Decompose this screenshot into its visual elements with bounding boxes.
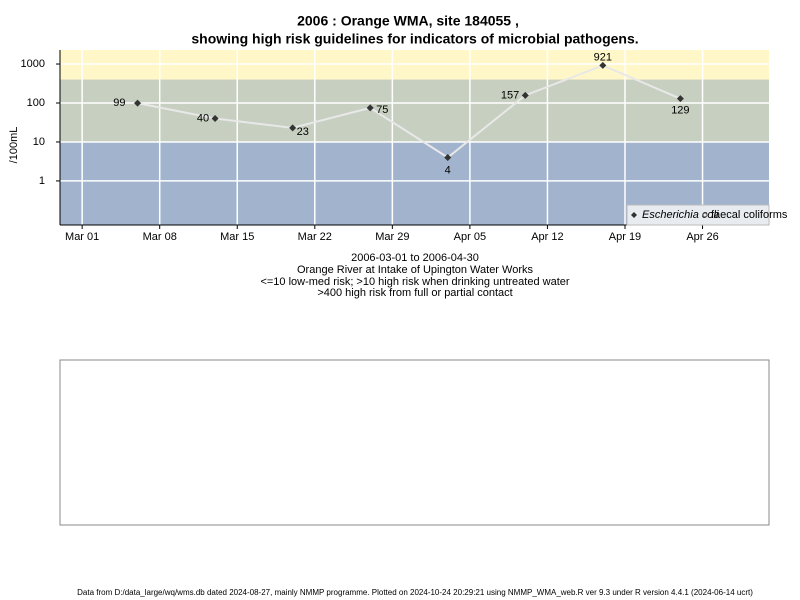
x-tick-label: Apr 26	[686, 231, 718, 243]
x-tick-label: Apr 05	[454, 231, 486, 243]
x-tick-label: Mar 29	[375, 231, 409, 243]
y-tick-label: 1	[39, 175, 45, 187]
legend-box	[626, 204, 770, 226]
data-point	[211, 115, 219, 123]
legend-marker	[631, 212, 637, 218]
data-point	[366, 104, 374, 112]
chart-title: showing high risk guidelines for indicat…	[191, 31, 638, 47]
x-tick-label: Mar 08	[143, 231, 177, 243]
data-point	[521, 91, 529, 99]
data-label: 921	[594, 51, 612, 63]
x-tick-label: Mar 22	[298, 231, 332, 243]
subtitle: Orange River at Intake of Upington Water…	[297, 264, 533, 276]
y-tick-label: 100	[27, 97, 45, 109]
data-point	[599, 61, 607, 69]
series-line	[137, 64, 681, 159]
data-point	[134, 99, 142, 107]
x-tick-label: Apr 12	[531, 231, 563, 243]
data-label: 40	[197, 112, 209, 124]
data-label: 23	[297, 126, 309, 138]
x-tick-label: Apr 19	[609, 231, 641, 243]
data-point	[676, 95, 684, 103]
footer: Data from D:/data_large/wq/wms.db dated …	[77, 588, 753, 597]
subtitle: <=10 low-med risk; >10 high risk when dr…	[260, 276, 569, 288]
subtitle: 2006-03-01 to 2006-04-30	[351, 252, 479, 264]
chart-title: 2006 : Orange WMA, site 184055 ,	[297, 13, 519, 29]
data-point	[289, 124, 297, 132]
data-label: 4	[445, 164, 451, 176]
empty-panel	[59, 359, 770, 526]
data-label: 129	[671, 105, 689, 117]
x-tick-label: Mar 01	[65, 231, 99, 243]
y-axis-label: /100mL	[8, 127, 20, 164]
subtitle: >400 high risk from full or partial cont…	[317, 287, 512, 299]
x-tick-label: Mar 15	[220, 231, 254, 243]
legend-label: faecal coliforms	[711, 209, 788, 221]
legend-label: Escherichia coli	[642, 209, 719, 221]
y-tick-label: 1000	[21, 58, 45, 70]
y-tick-label: 10	[33, 136, 45, 148]
legend-marker	[702, 212, 708, 218]
risk-band	[60, 79, 769, 142]
data-label: 99	[113, 97, 125, 109]
data-point	[444, 153, 452, 161]
data-label: 157	[501, 89, 519, 101]
data-label: 75	[376, 104, 388, 116]
